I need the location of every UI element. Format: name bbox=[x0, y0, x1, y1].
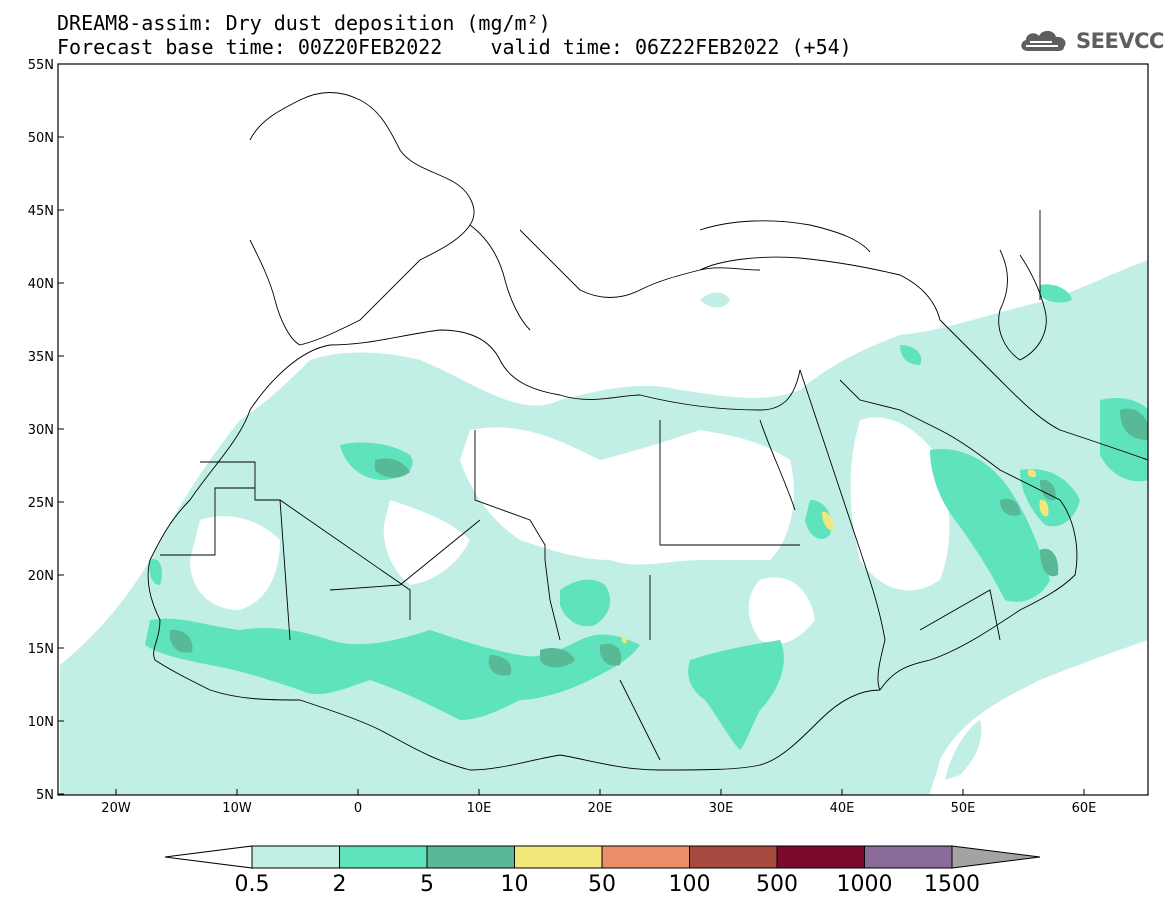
colorbar-box bbox=[864, 845, 953, 869]
latitude-labels: 55N 50N 45N 40N 35N 30N 25N 20N 15N 10N … bbox=[28, 58, 54, 803]
colorbar-box bbox=[601, 845, 690, 869]
colorbar-box bbox=[339, 845, 428, 869]
lat-label: 35N bbox=[28, 350, 54, 365]
lon-label: 30E bbox=[709, 801, 734, 816]
seevccc-logo: SEEVCCC bbox=[1018, 26, 1165, 56]
dust-deposition-field bbox=[60, 260, 1148, 795]
colorbar-labels: 0.5 2 5 10 50 100 500 1000 1500 bbox=[235, 872, 981, 897]
lat-label: 30N bbox=[28, 423, 54, 438]
colorbar-box bbox=[776, 845, 865, 869]
logo-text: SEEVCCC bbox=[1076, 29, 1165, 53]
lon-label: 50E bbox=[951, 801, 976, 816]
lon-label: 20W bbox=[101, 801, 131, 816]
lon-label: 10E bbox=[467, 801, 492, 816]
deposition-5-to-10 bbox=[169, 408, 1148, 676]
deposition-10-to-50 bbox=[621, 469, 1049, 644]
lon-label: 40E bbox=[830, 801, 855, 816]
lat-label: 15N bbox=[28, 642, 54, 657]
colorbar-box bbox=[514, 845, 603, 869]
lat-label: 5N bbox=[36, 788, 54, 803]
lat-label: 10N bbox=[28, 715, 54, 730]
colorbar-label: 2 bbox=[333, 872, 347, 897]
colorbar-under-arrow bbox=[164, 845, 253, 869]
map-title: DREAM8-assim: Dry dust deposition (mg/m²… bbox=[57, 11, 551, 35]
colorbar-boxes bbox=[251, 845, 953, 869]
colorbar-over-arrow bbox=[951, 845, 1041, 869]
colorbar-label: 0.5 bbox=[235, 872, 270, 897]
colorbar bbox=[164, 845, 1041, 869]
lat-label: 25N bbox=[28, 496, 54, 511]
coastlines-borders bbox=[147, 92, 1148, 771]
colorbar-label: 5 bbox=[420, 872, 434, 897]
lon-label: 60E bbox=[1072, 801, 1097, 816]
deposition-2-to-5 bbox=[145, 284, 1148, 750]
colorbar-label: 100 bbox=[669, 872, 711, 897]
lat-label: 50N bbox=[28, 131, 54, 146]
lat-label: 55N bbox=[28, 58, 54, 73]
forecast-time-subtitle: Forecast base time: 00Z20FEB2022 valid t… bbox=[57, 35, 852, 59]
colorbar-label: 10 bbox=[501, 872, 529, 897]
longitude-labels: 20W 10W 0 10E 20E 30E 40E 50E 60E bbox=[101, 801, 1096, 816]
colorbar-label: 1500 bbox=[924, 872, 980, 897]
lon-label: 20E bbox=[588, 801, 613, 816]
no-deposition-gaps bbox=[190, 417, 950, 644]
colorbar-label: 500 bbox=[756, 872, 798, 897]
colorbar-box bbox=[426, 845, 515, 869]
lat-label: 40N bbox=[28, 277, 54, 292]
cloud-icon bbox=[1021, 30, 1066, 51]
colorbar-box bbox=[251, 845, 340, 869]
lat-label: 45N bbox=[28, 204, 54, 219]
colorbar-frame bbox=[251, 845, 953, 869]
lon-label: 0 bbox=[354, 801, 362, 816]
lat-label: 20N bbox=[28, 569, 54, 584]
axis-ticks bbox=[58, 63, 1085, 795]
colorbar-box bbox=[689, 845, 778, 869]
colorbar-label: 50 bbox=[588, 872, 616, 897]
colorbar-label: 1000 bbox=[837, 872, 893, 897]
lon-label: 10W bbox=[222, 801, 252, 816]
